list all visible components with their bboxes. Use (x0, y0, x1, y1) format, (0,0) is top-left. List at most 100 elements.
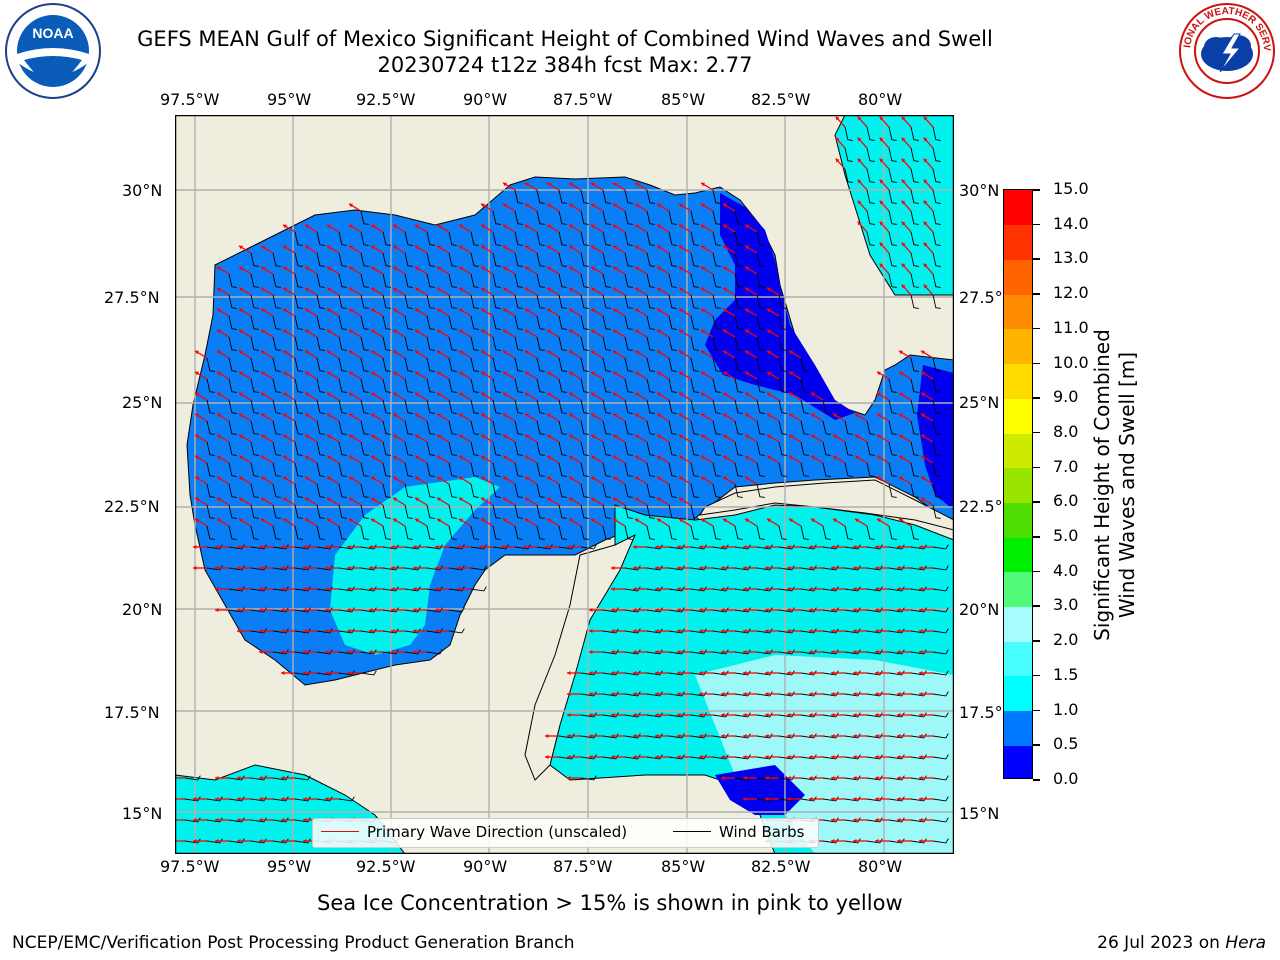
wind-barb (756, 754, 773, 760)
wind-barb (514, 294, 523, 309)
wave-arrow-head (809, 712, 813, 718)
wind-barb (888, 525, 897, 540)
wind-barb (272, 273, 281, 288)
wind-barb (250, 525, 259, 540)
wave-arrow-head (901, 158, 906, 163)
wind-barb (646, 691, 663, 697)
wave-arrow-head (393, 518, 398, 523)
wind-barb (690, 336, 699, 351)
wind-barb (558, 210, 567, 225)
wind-barb (426, 399, 435, 414)
wave-arrow-head (525, 476, 530, 481)
wave-arrow-head (809, 775, 813, 781)
wave-arrow-head (303, 607, 307, 613)
wave-arrow-head (413, 565, 417, 571)
wind-barb (448, 483, 457, 498)
wind-barb (316, 483, 325, 498)
wind-barb (624, 754, 641, 760)
wind-barb (888, 126, 897, 141)
wave-arrow-head (393, 413, 398, 418)
wave-arrow-head (589, 754, 593, 760)
wave-arrow-head (701, 287, 706, 292)
wind-barb (932, 147, 941, 162)
wave-arrow-head (721, 586, 725, 592)
wind-barb (778, 378, 787, 393)
wind-barb (690, 607, 707, 613)
wave-arrow-head (547, 308, 552, 313)
wind-barb (360, 378, 369, 393)
wave-arrow-head (921, 497, 926, 502)
wave-arrow-head (677, 691, 681, 697)
wind-barb (338, 628, 355, 634)
wave-arrow-head (657, 245, 662, 250)
wave-arrow-head (525, 287, 530, 292)
wind-barb (756, 399, 765, 414)
wave-arrow-head (787, 586, 791, 592)
wave-arrow-head (413, 649, 417, 655)
wave-arrow-head (481, 224, 486, 229)
colorbar-tick-label: 2.0 (1053, 630, 1079, 650)
wind-barb (404, 441, 413, 456)
wind-barb (470, 544, 487, 550)
wind-barb (448, 252, 457, 267)
graticule (175, 115, 954, 854)
wind-barb (558, 252, 567, 267)
colorbar-tick-label: 10.0 (1053, 352, 1089, 372)
wave-arrow-head (569, 287, 574, 292)
wave-arrow-head (325, 796, 329, 802)
wave-arrow-head (195, 434, 200, 439)
wave-arrow-head (635, 434, 640, 439)
wave-arrow-head (591, 308, 596, 313)
wave-arrow-head (503, 224, 508, 229)
wind-barb (448, 294, 457, 309)
wind-barb (492, 544, 509, 550)
wind-barb (228, 441, 237, 456)
wave-arrow-head (283, 287, 288, 292)
wind-barb (470, 525, 479, 540)
wind-barb (910, 565, 927, 571)
wave-arrow-head (745, 224, 750, 229)
wave-arrow-head (239, 329, 244, 334)
wind-barb (514, 441, 523, 456)
wave-arrow-head (743, 649, 747, 655)
wave-arrow-head (261, 434, 266, 439)
wind-barb (932, 189, 941, 204)
wave-arrow-head (879, 158, 884, 163)
wind-barb (316, 525, 325, 540)
wind-barb (624, 586, 641, 592)
wind-barb (250, 441, 259, 456)
colorbar-segment (1004, 363, 1032, 399)
wave-arrow-head (877, 413, 882, 418)
wind-barb (646, 483, 655, 498)
wind-barb (734, 399, 743, 414)
wave-arrow-head (415, 287, 420, 292)
bottom-lon-tick: 85°W (661, 857, 706, 876)
wind-barb (470, 294, 479, 309)
colorbar-segment (1004, 294, 1032, 330)
wind-barb (910, 252, 919, 267)
colorbar-tick-label: 6.0 (1053, 491, 1079, 511)
wind-barb (206, 504, 215, 519)
legend-swatch-black (673, 831, 711, 832)
wave-arrow-head (217, 350, 222, 355)
wind-barb (404, 273, 413, 288)
wave-arrow-head (721, 649, 725, 655)
wave-arrow-head (215, 607, 219, 613)
wave-arrow-head (677, 628, 681, 634)
wave-arrow-head (259, 649, 263, 655)
wave-arrow-head (613, 287, 618, 292)
wave-arrow-head (283, 308, 288, 313)
wind-barb (624, 399, 633, 414)
wave-arrow-head (327, 329, 332, 334)
wind-barb (338, 441, 347, 456)
wave-arrow-head (877, 518, 882, 523)
wave-arrow-head (789, 392, 794, 397)
wind-barb (932, 420, 941, 435)
wind-barb (888, 168, 897, 183)
wind-barb (932, 838, 949, 844)
wind-barb (932, 670, 949, 676)
wave-arrow-head (811, 413, 816, 418)
wave-arrow-head (787, 796, 791, 802)
wave-arrow-head (677, 733, 681, 739)
wind-barb (294, 252, 303, 267)
